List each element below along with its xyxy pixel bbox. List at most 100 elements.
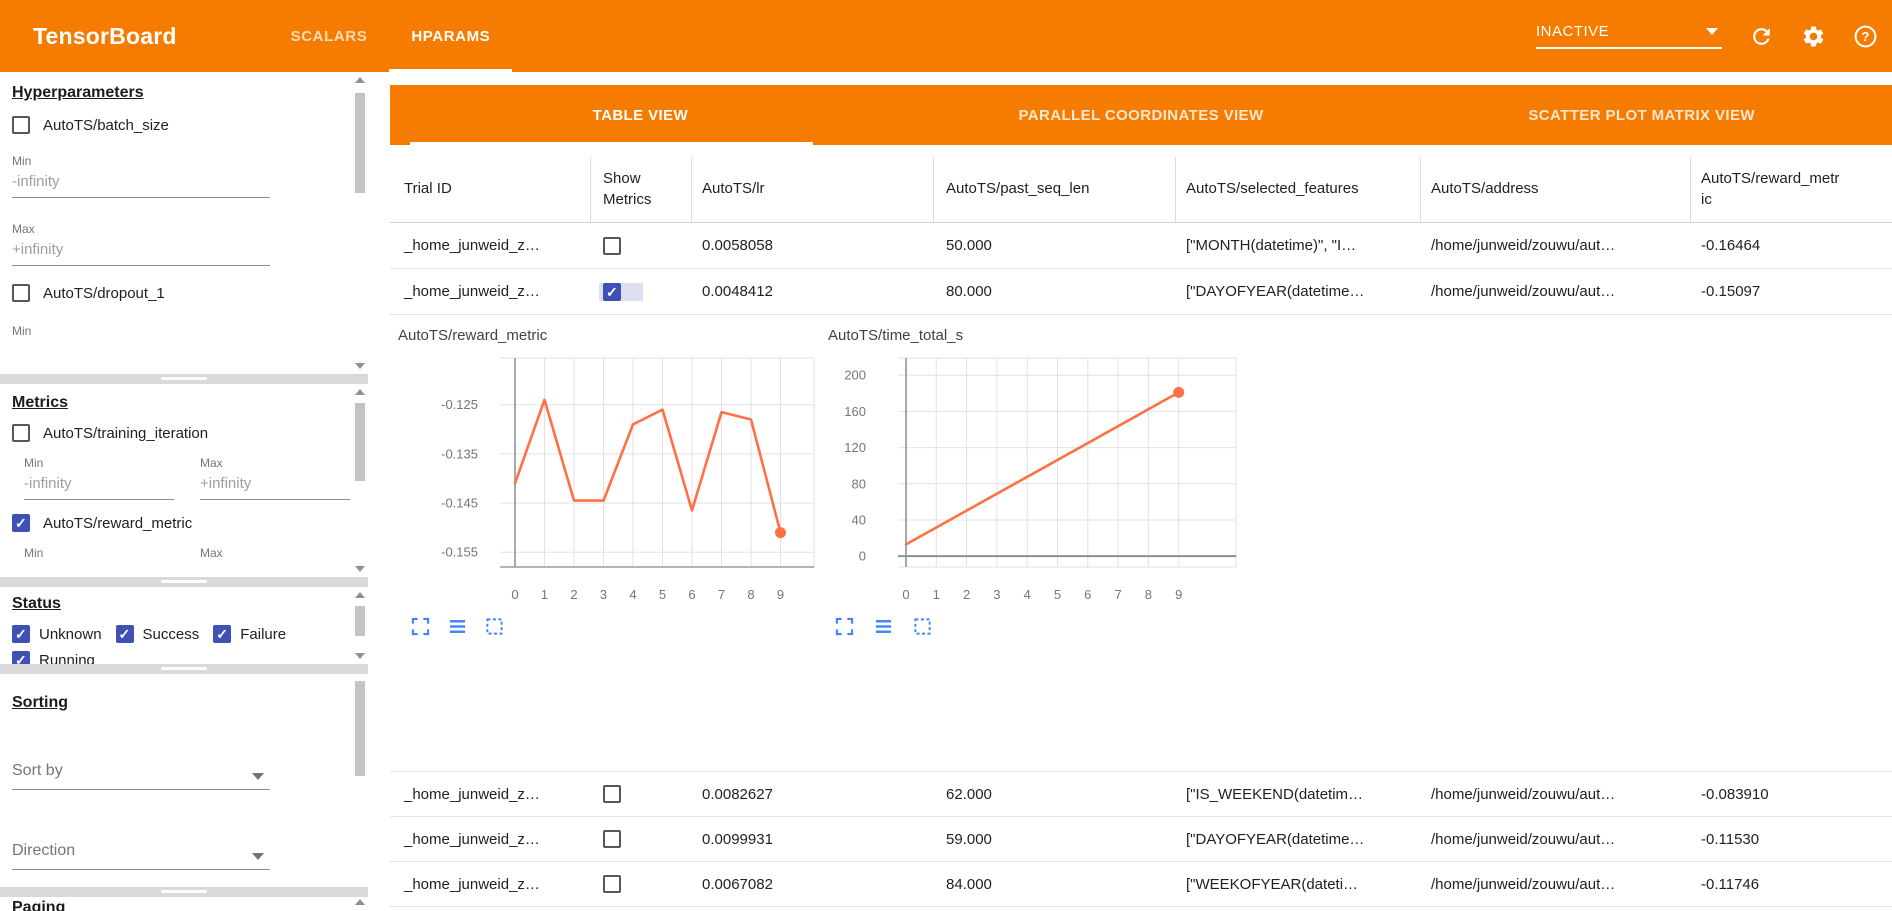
trials-table: Trial ID Show Metrics AutoTS/lr AutoTS/p… [390, 157, 1892, 907]
reward-metric-cell: -0.11746 [1701, 875, 1760, 893]
chart-title: AutoTS/time_total_s [828, 327, 964, 344]
svg-text:8: 8 [747, 587, 754, 602]
direction-placeholder: Direction [12, 842, 76, 859]
address-cell: /home/junweid/zouwu/aut… [1431, 283, 1616, 300]
run-status-dropdown[interactable]: INACTIVE [1536, 23, 1722, 49]
selected-features-cell: ["DAYOFYEAR(datetime… [1186, 830, 1365, 848]
section-scrollbar[interactable] [354, 592, 366, 659]
svg-text:120: 120 [844, 440, 866, 455]
scroll-up-icon[interactable] [355, 592, 365, 598]
min-input[interactable]: -infinity [12, 168, 270, 198]
svg-text:?: ? [1861, 29, 1869, 44]
max-label: Max [200, 546, 223, 560]
svg-text:200: 200 [844, 368, 866, 383]
svg-text:40: 40 [852, 512, 866, 527]
lr-cell: 0.0067082 [702, 875, 773, 893]
min-label: Min [24, 546, 44, 560]
max-input[interactable]: +infinity [12, 236, 270, 266]
svg-text:-0.135: -0.135 [441, 446, 478, 461]
svg-text:-0.155: -0.155 [441, 545, 478, 560]
time-total-chart-panel: AutoTS/time_total_s 200 160 120 80 40 0 0 1 2 3 4 5… [820, 315, 1270, 771]
show-metrics-checkbox[interactable] [603, 875, 621, 893]
show-metrics-checkbox[interactable] [603, 236, 621, 255]
scrollbar-thumb[interactable] [355, 681, 365, 776]
table-row: _home_junweid_z… 0.0082627 62.000 ["IS_WEEK… [390, 772, 1892, 817]
table-row: _home_junweid_z… 0.0067082 84.000 ["WEEKOFY… [390, 862, 1892, 907]
show-metrics-cell [591, 282, 692, 301]
min-input[interactable]: -infinity [24, 470, 174, 500]
past-seq-len-cell: 62.000 [946, 785, 992, 803]
pane-resize-handle[interactable] [0, 887, 368, 897]
selected-features-cell: ["WEEKOFYEAR(dateti… [1186, 875, 1359, 893]
training-iteration-checkbox[interactable] [12, 424, 30, 442]
batch-size-checkbox[interactable] [12, 116, 30, 134]
expand-icon[interactable] [834, 616, 854, 636]
selection-box-icon[interactable] [912, 616, 932, 636]
trial-id-cell: _home_junweid_z… [404, 830, 540, 848]
chart-title: AutoTS/reward_metric [398, 327, 548, 344]
column-header-selected-features: AutoTS/selected_features [1176, 157, 1421, 222]
scroll-up-icon[interactable] [355, 77, 365, 83]
hyperparameters-section: Hyperparameters AutoTS/batch_size Min -i… [0, 72, 368, 374]
tab-scatter-plot-matrix-view[interactable]: SCATTER PLOT MATRIX VIEW [1528, 106, 1755, 124]
section-scrollbar[interactable] [354, 389, 366, 572]
scroll-down-icon[interactable] [355, 653, 365, 659]
column-header-lr: AutoTS/lr [692, 157, 934, 222]
scrollbar-thumb[interactable] [355, 403, 365, 481]
section-scrollbar[interactable] [354, 899, 366, 906]
pane-resize-handle[interactable] [0, 577, 368, 587]
show-metrics-checkbox[interactable] [603, 830, 621, 848]
svg-text:4: 4 [629, 587, 636, 602]
pane-resize-handle[interactable] [0, 374, 368, 384]
tab-scalars[interactable]: SCALARS [290, 27, 368, 45]
tab-hparams[interactable]: HPARAMS [389, 0, 513, 72]
status-success-checkbox[interactable] [115, 625, 134, 643]
reward-metric-checkbox[interactable] [12, 514, 30, 532]
svg-text:0: 0 [902, 587, 909, 602]
svg-text:3: 3 [600, 587, 607, 602]
tab-parallel-coordinates-view[interactable]: PARALLEL COORDINATES VIEW [1018, 106, 1264, 124]
tab-table-view[interactable]: TABLE VIEW [390, 85, 891, 145]
status-running-checkbox[interactable] [12, 651, 30, 664]
gear-icon[interactable] [1800, 23, 1826, 49]
scroll-up-icon[interactable] [355, 899, 365, 905]
status-heading: Status [12, 595, 61, 612]
scroll-up-icon[interactable] [355, 389, 365, 395]
run-status-value: INACTIVE [1536, 23, 1610, 40]
direction-select[interactable]: Direction [12, 842, 270, 870]
refresh-icon[interactable] [1748, 23, 1774, 49]
help-icon[interactable]: ? [1852, 23, 1878, 49]
section-scrollbar[interactable] [354, 77, 366, 369]
expand-icon[interactable] [410, 616, 430, 636]
lr-cell: 0.0082627 [702, 785, 773, 803]
horizontal-lines-icon[interactable] [447, 616, 467, 636]
show-metrics-checkbox[interactable] [603, 785, 621, 803]
status-failure-checkbox[interactable] [213, 625, 232, 643]
address-cell: /home/junweid/zouwu/aut… [1431, 237, 1616, 254]
svg-text:2: 2 [570, 587, 577, 602]
topbar-actions: INACTIVE ? [1536, 23, 1878, 49]
column-header-show-metrics: Show Metrics [591, 157, 692, 222]
dropout-checkbox[interactable] [12, 284, 30, 302]
trial-id-cell: _home_junweid_z… [404, 875, 540, 893]
scrollbar-thumb[interactable] [355, 93, 365, 193]
status-section: Status Unknown Success Failure Running [0, 587, 368, 664]
scroll-down-icon[interactable] [355, 566, 365, 572]
status-unknown-checkbox[interactable] [12, 625, 30, 643]
status-success-label: Success [142, 625, 200, 643]
sort-by-select[interactable]: Sort by [12, 762, 270, 790]
lr-cell: 0.0058058 [702, 237, 773, 254]
address-cell: /home/junweid/zouwu/aut… [1431, 875, 1616, 893]
show-metrics-cell [591, 830, 692, 848]
scrollbar-thumb[interactable] [355, 606, 365, 636]
section-scrollbar[interactable] [354, 679, 366, 882]
reward-metric-chart-panel: AutoTS/reward_metric -0.125 -0.135 -0.145-… [390, 315, 820, 771]
selection-box-icon[interactable] [484, 616, 504, 636]
horizontal-lines-icon[interactable] [873, 616, 893, 636]
pane-resize-handle[interactable] [0, 664, 368, 674]
max-input[interactable]: +infinity [200, 470, 350, 500]
column-header-past-seq-len: AutoTS/past_seq_len [934, 157, 1176, 222]
min-label: Min [24, 456, 44, 470]
scroll-down-icon[interactable] [355, 363, 365, 369]
show-metrics-checkbox[interactable] [603, 282, 621, 301]
